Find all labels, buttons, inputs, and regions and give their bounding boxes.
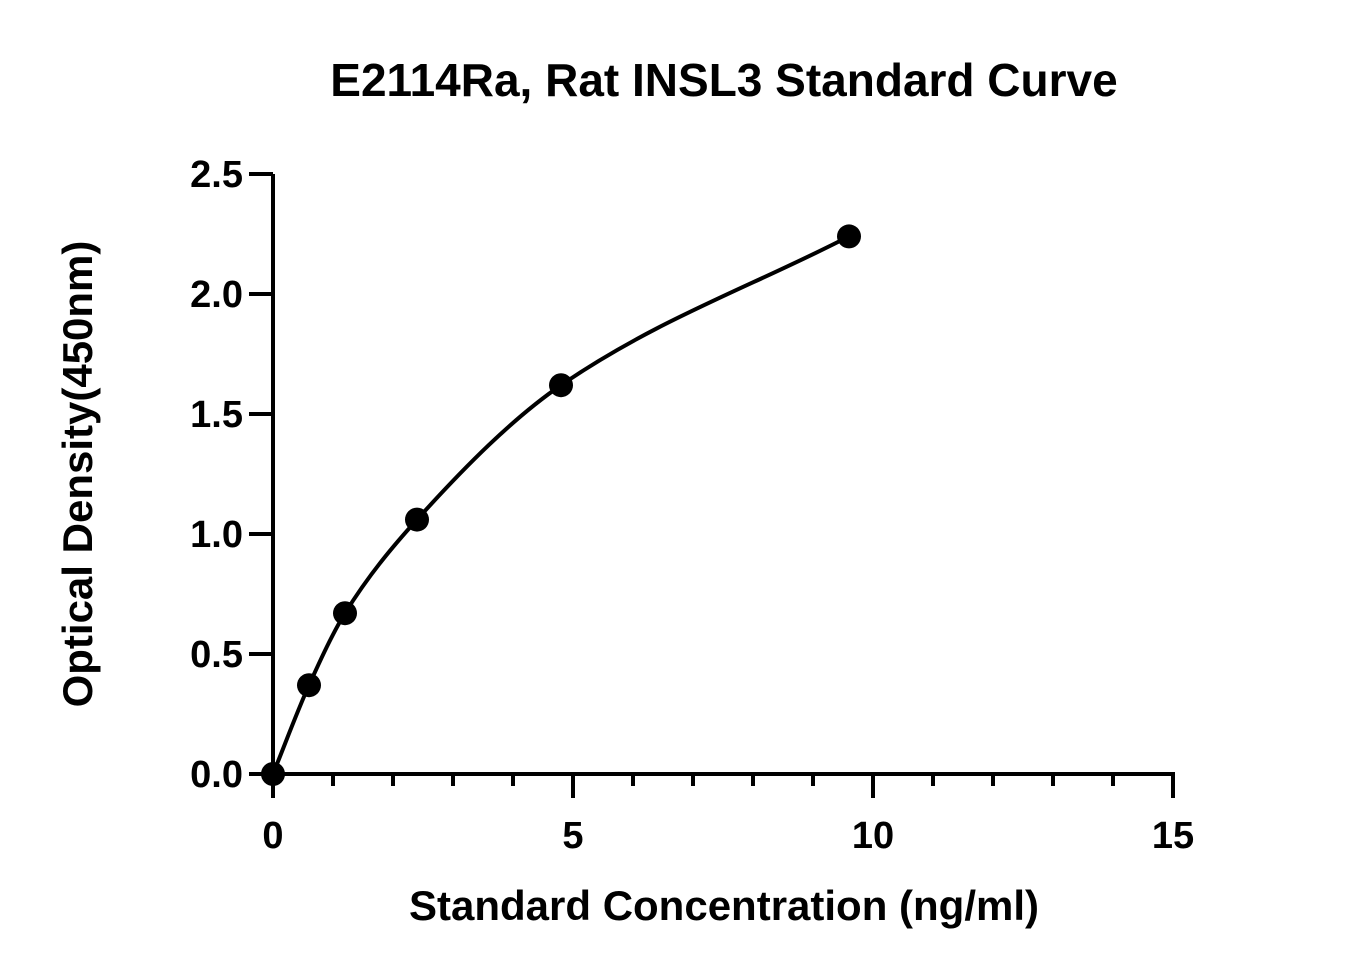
x-tick-label: 5 [562, 815, 583, 857]
data-point [333, 601, 357, 626]
data-point [837, 224, 861, 249]
y-tick-label: 2.0 [190, 274, 243, 316]
fit-curve-group [271, 234, 850, 775]
x-tick-label: 10 [852, 815, 894, 857]
ticks: 0.0 0.5 1.0 1.5 2.0 2.5 0 5 10 15 [190, 154, 1194, 857]
y-axis-label: Optical Density(450nm) [54, 241, 101, 708]
x-axis-label: Standard Concentration (ng/ml) [409, 882, 1039, 929]
y-tick-label: 2.5 [190, 154, 243, 196]
data-point [405, 507, 429, 532]
y-tick-label: 1.5 [190, 394, 243, 436]
data-point [297, 673, 321, 698]
y-tick-label: 0.5 [190, 634, 243, 676]
data-point [261, 762, 285, 786]
fit-curve [271, 234, 850, 775]
data-points [261, 224, 861, 786]
axes [271, 174, 1175, 776]
chart-title: E2114Ra, Rat INSL3 Standard Curve [330, 54, 1117, 106]
y-tick-label: 1.0 [190, 514, 243, 556]
x-tick-label: 15 [1152, 815, 1194, 857]
y-tick-label: 0.0 [190, 754, 243, 796]
x-tick-label: 0 [262, 815, 283, 857]
data-point [549, 373, 573, 398]
